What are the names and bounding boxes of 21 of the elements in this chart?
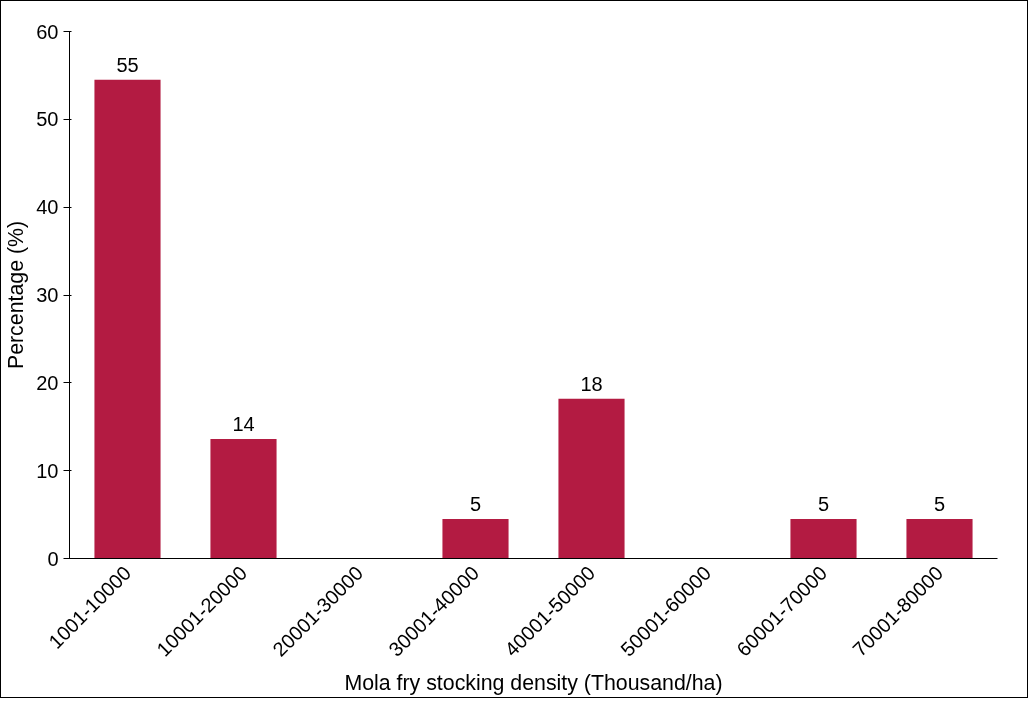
y-tick-label: 20: [36, 371, 59, 394]
x-axis-title: Mola fry stocking density (Thousand/ha): [344, 670, 723, 695]
data-label: 55: [116, 53, 139, 76]
bar: [442, 518, 509, 559]
bar: [790, 518, 857, 559]
bar: [558, 398, 625, 559]
y-tick-label: 40: [36, 196, 59, 219]
data-label: 18: [580, 372, 603, 395]
y-tick-label: 10: [36, 459, 59, 482]
y-axis-title: Percentage (%): [4, 220, 29, 370]
data-label: 14: [232, 413, 255, 436]
y-tick-label: 30: [36, 284, 59, 306]
bar: [906, 518, 973, 559]
data-label: 5: [469, 492, 482, 515]
bar: [94, 79, 161, 559]
y-tick-label: 60: [36, 20, 59, 43]
y-tick-label: 0: [47, 547, 59, 570]
data-label: 5: [817, 492, 830, 515]
bar: [210, 439, 277, 559]
y-tick-label: 50: [36, 108, 59, 131]
data-label: 5: [933, 492, 946, 515]
